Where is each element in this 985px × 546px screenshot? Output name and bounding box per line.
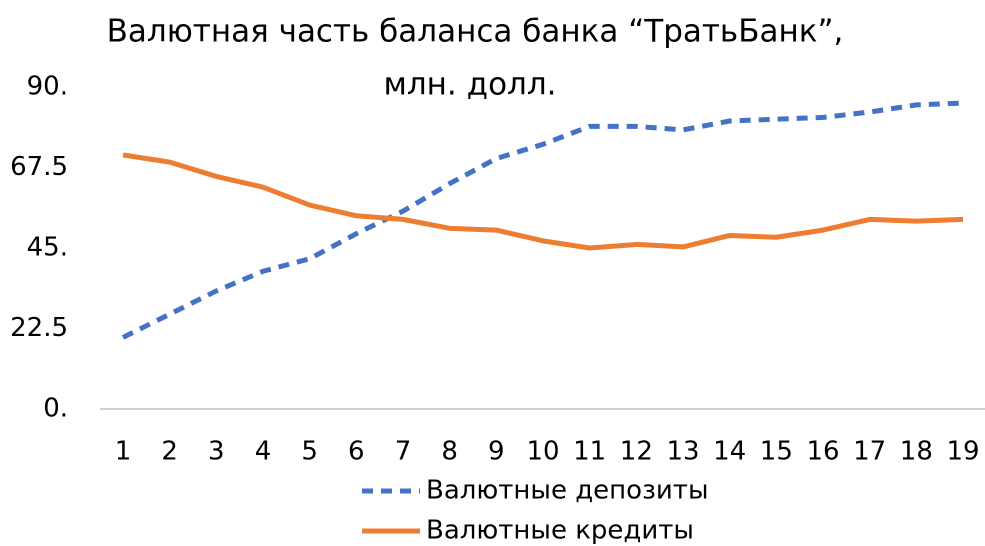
chart-title: млн. долл. (383, 67, 556, 103)
x-tick-label: 5 (301, 437, 318, 467)
x-tick-label: 6 (348, 437, 365, 467)
y-tick-label: 22.5 (10, 313, 68, 343)
x-tick-label: 15 (760, 437, 793, 467)
x-tick-label: 13 (666, 437, 699, 467)
x-tick-label: 9 (488, 437, 505, 467)
x-tick-label: 8 (441, 437, 458, 467)
y-tick-label: 0. (43, 394, 68, 424)
chart-title: Валютная часть баланса банка “ТратьБанк”… (107, 14, 844, 50)
x-tick-label: 18 (900, 437, 933, 467)
x-tick-label: 7 (395, 437, 412, 467)
x-tick-label: 2 (161, 437, 178, 467)
x-tick-label: 3 (208, 437, 225, 467)
series-line (122, 152, 964, 251)
x-tick-label: 14 (713, 437, 746, 467)
legend-label: Валютные депозиты (426, 476, 708, 506)
x-tick-label: 10 (526, 437, 559, 467)
y-tick-label: 67.5 (10, 152, 68, 182)
x-tick-label: 19 (946, 437, 979, 467)
series-line (121, 100, 964, 340)
x-tick-label: 1 (115, 437, 132, 467)
x-tick-label: 16 (806, 437, 839, 467)
x-tick-label: 12 (620, 437, 653, 467)
y-tick-label: 45. (27, 233, 68, 263)
y-tick-label: 90. (27, 72, 68, 102)
x-tick-label: 4 (255, 437, 272, 467)
x-tick-label: 11 (573, 437, 606, 467)
x-tick-label: 17 (853, 437, 886, 467)
legend-label: Валютные кредиты (426, 516, 694, 546)
